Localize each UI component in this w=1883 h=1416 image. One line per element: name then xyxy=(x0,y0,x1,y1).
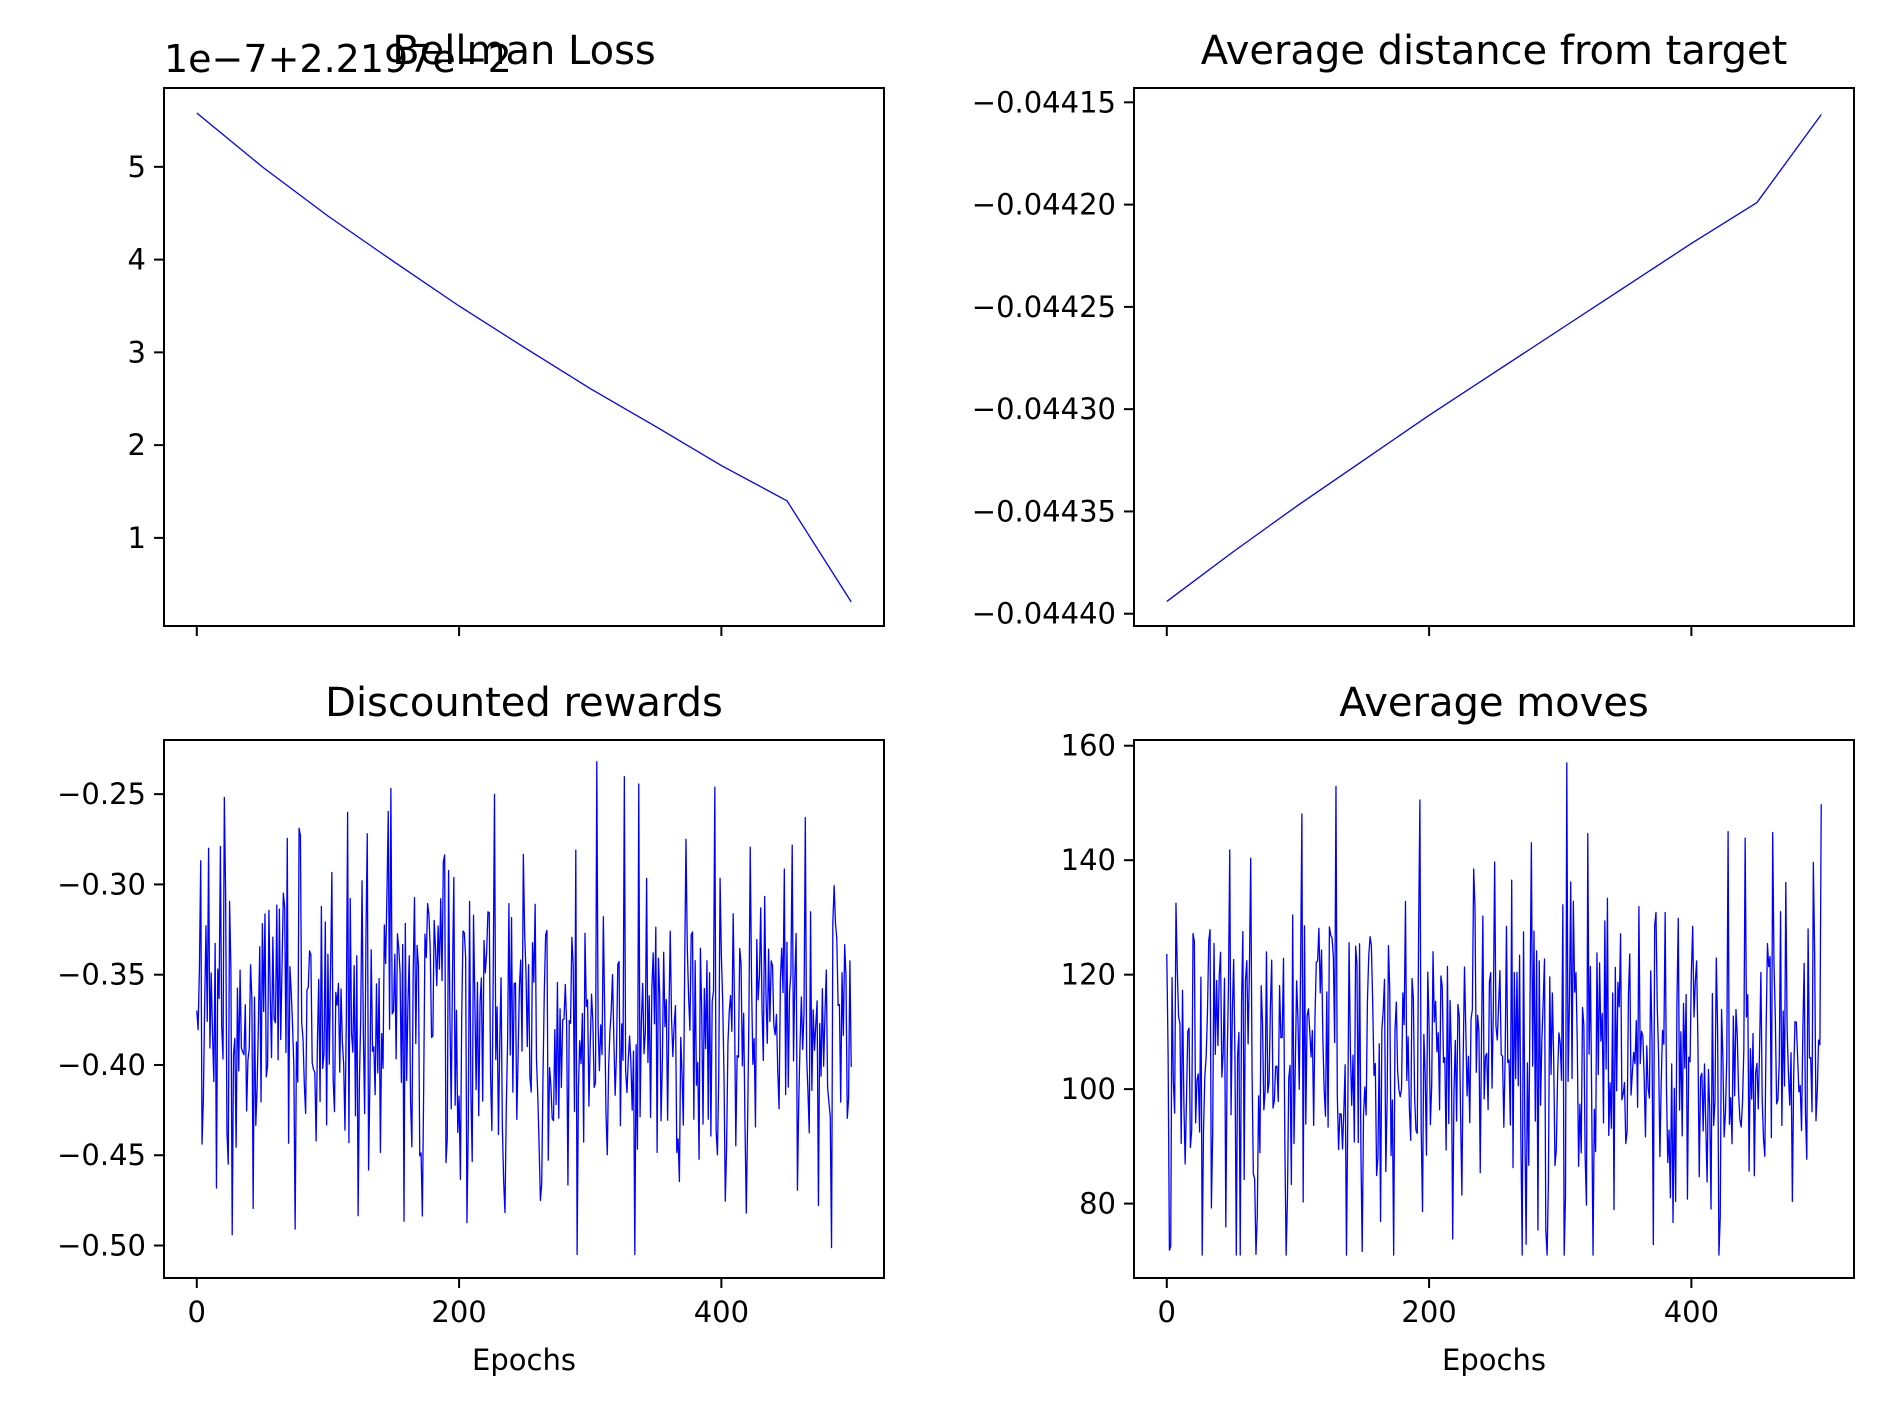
y-offset-text: 1e−7+2.2197e−2 xyxy=(164,37,512,81)
x-tick-label: 0 xyxy=(188,1295,206,1329)
x-tick-label: 0 xyxy=(1158,1295,1176,1329)
subplot-4: Average moves 0 200 400 80 100 120 140 160 Epochs xyxy=(1061,680,1855,1377)
subplot-title: Average moves xyxy=(1339,680,1649,726)
axes-frame xyxy=(163,87,885,627)
y-tick-label: 1 xyxy=(128,521,146,555)
y-tick-label: −0.50 xyxy=(57,1229,146,1263)
x-tick-label: 200 xyxy=(431,1295,486,1329)
y-tick-label: −0.35 xyxy=(57,958,146,992)
subplot-2: Average distance from target −0.04440 −0.0… xyxy=(972,28,1855,636)
y-tick-label: 3 xyxy=(128,335,146,369)
subplot-title: Average distance from target xyxy=(1201,28,1788,74)
axes-frame xyxy=(1133,87,1855,627)
y-tick-label: −0.45 xyxy=(57,1138,146,1172)
y-tick-label: 4 xyxy=(128,243,146,277)
y-tick-label: 2 xyxy=(128,428,146,462)
y-tick-label: −0.40 xyxy=(57,1048,146,1082)
series-line xyxy=(196,112,852,603)
y-tick-label: −0.04415 xyxy=(972,85,1116,119)
y-tick-label: −0.04420 xyxy=(972,188,1116,222)
axes-frame xyxy=(163,739,885,1279)
series-line xyxy=(1166,114,1822,602)
x-axis-label: Epochs xyxy=(1442,1343,1546,1377)
subplot-title: Discounted rewards xyxy=(325,680,723,726)
y-tick-label: 160 xyxy=(1061,729,1116,763)
x-tick-label: 400 xyxy=(1664,1295,1719,1329)
subplot-3: Discounted rewards 0 200 400 −0.50 −0.45 −0.40… xyxy=(57,680,885,1377)
y-tick-label: −0.30 xyxy=(57,867,146,901)
x-axis-label: Epochs xyxy=(472,1343,576,1377)
y-tick-label: −0.04435 xyxy=(972,494,1116,528)
y-tick-label: 5 xyxy=(128,150,146,184)
subplot-title: Bellman Loss xyxy=(392,28,656,74)
axes-frame xyxy=(1133,739,1855,1279)
y-tick-label: 140 xyxy=(1061,843,1116,877)
y-tick-label: −0.25 xyxy=(57,777,146,811)
y-tick-label: 80 xyxy=(1079,1187,1116,1221)
x-tick-label: 400 xyxy=(694,1295,749,1329)
series-line xyxy=(196,761,852,1256)
x-tick-label: 200 xyxy=(1401,1295,1456,1329)
y-tick-label: −0.04430 xyxy=(972,392,1116,426)
y-tick-label: 120 xyxy=(1061,958,1116,992)
y-tick-label: −0.04425 xyxy=(972,290,1116,324)
series-line xyxy=(1166,762,1822,1256)
y-tick-label: 100 xyxy=(1061,1072,1116,1106)
y-tick-label: −0.04440 xyxy=(972,597,1116,631)
